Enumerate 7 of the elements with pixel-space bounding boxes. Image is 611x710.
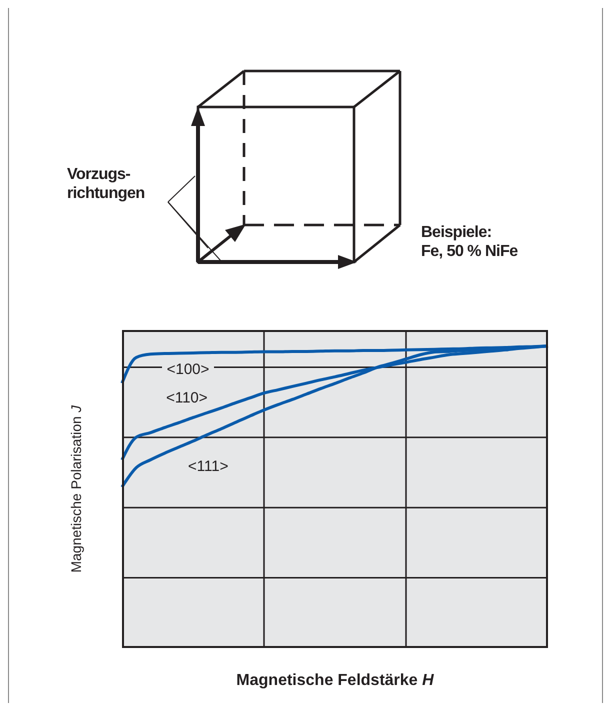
text: Vorzugs- richtungen [67,165,145,203]
text: Beispiele: Fe, 50 % NiFe [421,223,518,261]
series-label: <111> [188,458,229,475]
x-axis-title: Magnetische Feldstärke H [235,672,435,690]
series-label: <110> [166,390,208,407]
y-axis-title: Magnetische Polarisation J [68,405,84,573]
series-label: <100> [166,360,210,378]
